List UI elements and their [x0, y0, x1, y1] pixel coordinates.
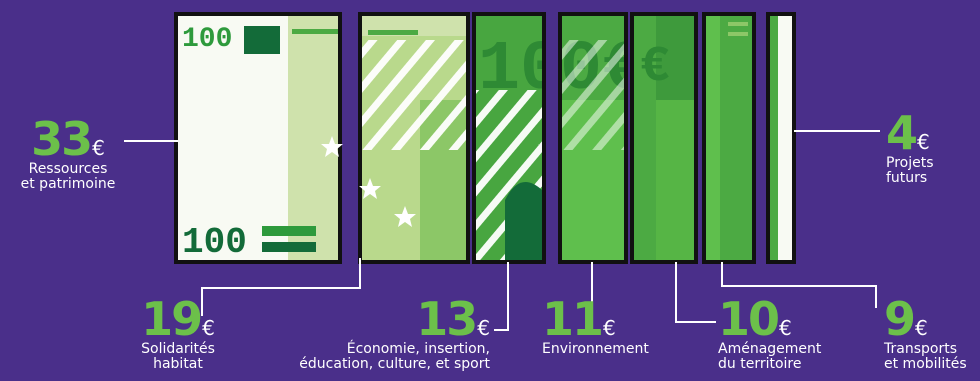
amount-value: 9 [884, 292, 916, 346]
amount-value: 10 [718, 292, 780, 346]
amount-value: 4 [886, 106, 918, 160]
item-label: Aménagement [718, 341, 822, 357]
item-label: Ressources [28, 161, 108, 177]
note-strip-environnement: 0€ [558, 12, 628, 264]
item-label: éducation, culture, et sport [299, 356, 490, 372]
amount-value: 11 [542, 292, 604, 346]
note-strip-transports [702, 12, 756, 264]
item-transports: 9€ Transports et mobilités [884, 296, 978, 372]
euro-symbol: € [477, 316, 490, 340]
item-label: futurs [886, 170, 928, 186]
item-label: Solidarités [141, 341, 215, 357]
euro-symbol: € [917, 130, 930, 154]
amount-value: 13 [416, 292, 478, 346]
item-label: Environnement [542, 341, 649, 357]
item-label: du territoire [718, 356, 802, 372]
item-solidarites: 19€ Solidarités habitat [118, 296, 238, 372]
star-icon [321, 136, 343, 157]
item-economie: 13€ Économie, insertion, éducation, cult… [258, 296, 490, 372]
item-projets-futurs: 4€ Projets futurs [886, 110, 966, 186]
euro-symbol: € [202, 316, 215, 340]
star-icon [394, 206, 416, 227]
note-strip-economie [358, 12, 470, 264]
denomination-top: 100 [182, 24, 232, 55]
item-label: et patrimoine [20, 176, 116, 192]
euro-symbol: € [915, 316, 928, 340]
euro-symbol: € [779, 316, 792, 340]
item-label: et mobilités [884, 356, 967, 372]
item-environnement: 11€ Environnement [542, 296, 672, 357]
item-amenagement: 10€ Aménagement du territoire [718, 296, 848, 372]
euro-symbol: € [603, 316, 616, 340]
amount-value: 33 [31, 112, 93, 166]
note-strip-ressources: 100 100 [174, 12, 343, 264]
star-icon [359, 178, 381, 199]
note-strip-projets [766, 12, 796, 264]
item-label: habitat [153, 356, 203, 372]
denomination-bottom: 100 [182, 222, 247, 263]
svg-text:€: € [640, 39, 670, 96]
amount-value: 19 [141, 292, 203, 346]
item-ressources: 33€ Ressources et patrimoine [14, 116, 122, 192]
note-strip-solidarites: 100 [472, 12, 546, 264]
item-label: Économie, insertion, [346, 341, 490, 357]
euro-symbol: € [92, 136, 105, 160]
note-strip-amenagement: € [630, 12, 698, 264]
item-label: Projets [886, 155, 934, 171]
item-label: Transports [884, 341, 957, 357]
connector-lines [124, 130, 880, 331]
